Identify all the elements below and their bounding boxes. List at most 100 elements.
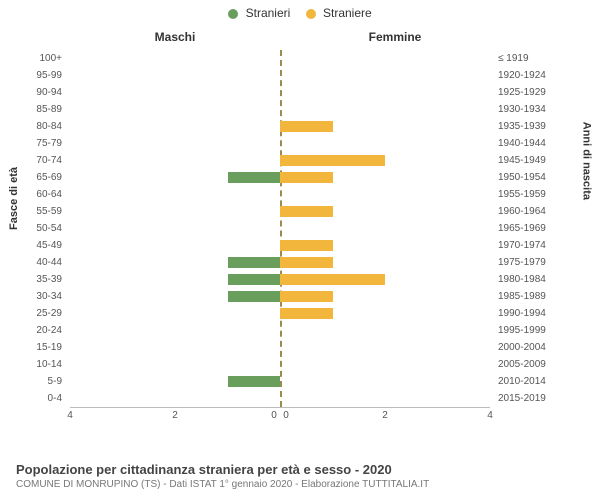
pyramid-row xyxy=(70,390,490,407)
birth-label: 2015-2019 xyxy=(498,390,584,407)
pyramid-row xyxy=(70,101,490,118)
pyramid-row xyxy=(70,186,490,203)
birth-label: 1985-1989 xyxy=(498,288,584,305)
age-label: 45-49 xyxy=(0,237,62,254)
age-label: 70-74 xyxy=(0,152,62,169)
age-label: 10-14 xyxy=(0,356,62,373)
legend-label-male: Stranieri xyxy=(246,6,291,20)
column-headers: Maschi Femmine xyxy=(0,30,600,48)
age-label: 95-99 xyxy=(0,67,62,84)
age-label: 5-9 xyxy=(0,373,62,390)
pyramid-row xyxy=(70,322,490,339)
birth-label: 1970-1974 xyxy=(498,237,584,254)
pyramid-row xyxy=(70,373,490,390)
plot-area xyxy=(70,50,490,408)
birth-label: 1960-1964 xyxy=(498,203,584,220)
bar-female xyxy=(280,274,385,285)
birth-label: 2010-2014 xyxy=(498,373,584,390)
birth-label: 1990-1994 xyxy=(498,305,584,322)
birth-label: 1980-1984 xyxy=(498,271,584,288)
birth-label: 1995-1999 xyxy=(498,322,584,339)
x-tick: 4 xyxy=(60,410,80,421)
birth-label: 1935-1939 xyxy=(498,118,584,135)
pyramid-row xyxy=(70,237,490,254)
bar-female xyxy=(280,206,333,217)
age-label: 100+ xyxy=(0,50,62,67)
age-label: 80-84 xyxy=(0,118,62,135)
age-label: 30-34 xyxy=(0,288,62,305)
chart-container: Stranieri Straniere Maschi Femmine Fasce… xyxy=(0,0,600,500)
pyramid-row xyxy=(70,169,490,186)
pyramid-row xyxy=(70,152,490,169)
bar-female xyxy=(280,308,333,319)
pyramid-row xyxy=(70,203,490,220)
x-axis-ticks: 420024 xyxy=(70,410,490,424)
bar-male xyxy=(228,172,281,183)
age-label: 25-29 xyxy=(0,305,62,322)
birth-label: 1955-1959 xyxy=(498,186,584,203)
birth-label: 1965-1969 xyxy=(498,220,584,237)
bar-female xyxy=(280,291,333,302)
birth-label: 1950-1954 xyxy=(498,169,584,186)
pyramid-row xyxy=(70,288,490,305)
pyramid-row xyxy=(70,356,490,373)
bar-female xyxy=(280,257,333,268)
header-female: Femmine xyxy=(290,30,500,44)
chart-footer: Popolazione per cittadinanza straniera p… xyxy=(16,462,586,490)
bar-female xyxy=(280,121,333,132)
chart-area: Maschi Femmine Fasce di età Anni di nasc… xyxy=(0,30,600,440)
legend-swatch-female xyxy=(306,9,316,19)
birth-label: 1925-1929 xyxy=(498,84,584,101)
x-tick: 4 xyxy=(480,410,500,421)
bar-male xyxy=(228,291,281,302)
pyramid-row xyxy=(70,271,490,288)
bar-female xyxy=(280,240,333,251)
pyramid-row xyxy=(70,305,490,322)
pyramid-row xyxy=(70,67,490,84)
age-label: 55-59 xyxy=(0,203,62,220)
x-tick: 2 xyxy=(165,410,185,421)
pyramid-row xyxy=(70,135,490,152)
birth-label: 1975-1979 xyxy=(498,254,584,271)
birth-label: 2000-2004 xyxy=(498,339,584,356)
legend-swatch-male xyxy=(228,9,238,19)
bar-male xyxy=(228,376,281,387)
bar-female xyxy=(280,155,385,166)
pyramid-row xyxy=(70,339,490,356)
pyramid-row xyxy=(70,118,490,135)
birth-label: ≤ 1919 xyxy=(498,50,584,67)
birth-label: 1945-1949 xyxy=(498,152,584,169)
birth-label: 1940-1944 xyxy=(498,135,584,152)
age-label: 60-64 xyxy=(0,186,62,203)
pyramid-row xyxy=(70,50,490,67)
x-tick: 2 xyxy=(375,410,395,421)
legend-item-female: Straniere xyxy=(306,6,372,20)
legend-label-female: Straniere xyxy=(323,6,372,20)
age-label: 65-69 xyxy=(0,169,62,186)
legend: Stranieri Straniere xyxy=(0,6,600,20)
y-axis-age: 100+95-9990-9485-8980-8475-7970-7465-696… xyxy=(0,50,66,407)
age-label: 85-89 xyxy=(0,101,62,118)
age-label: 0-4 xyxy=(0,390,62,407)
birth-label: 2005-2009 xyxy=(498,356,584,373)
age-label: 75-79 xyxy=(0,135,62,152)
age-label: 50-54 xyxy=(0,220,62,237)
bar-male xyxy=(228,274,281,285)
chart-subtitle: COMUNE DI MONRUPINO (TS) - Dati ISTAT 1°… xyxy=(16,479,586,490)
birth-label: 1930-1934 xyxy=(498,101,584,118)
pyramid-row xyxy=(70,84,490,101)
age-label: 20-24 xyxy=(0,322,62,339)
legend-item-male: Stranieri xyxy=(228,6,290,20)
header-male: Maschi xyxy=(70,30,280,44)
x-tick: 0 xyxy=(276,410,296,421)
y-axis-birth: ≤ 19191920-19241925-19291930-19341935-19… xyxy=(494,50,584,407)
chart-title: Popolazione per cittadinanza straniera p… xyxy=(16,462,586,477)
age-label: 90-94 xyxy=(0,84,62,101)
bar-female xyxy=(280,172,333,183)
age-label: 40-44 xyxy=(0,254,62,271)
birth-label: 1920-1924 xyxy=(498,67,584,84)
pyramid-row xyxy=(70,220,490,237)
bar-male xyxy=(228,257,281,268)
pyramid-row xyxy=(70,254,490,271)
age-label: 35-39 xyxy=(0,271,62,288)
